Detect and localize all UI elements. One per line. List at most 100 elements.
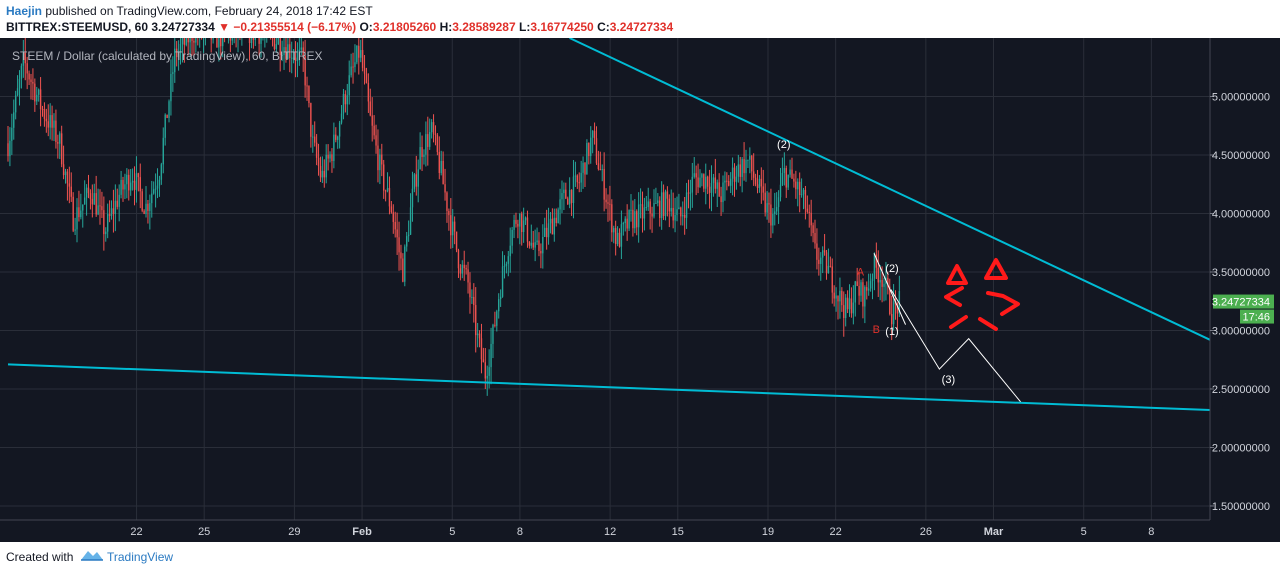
candle-body (11, 127, 13, 141)
projection-path[interactable] (890, 289, 1021, 403)
candle-body (643, 207, 646, 219)
projection[interactable] (873, 253, 1021, 403)
candle-body (651, 213, 653, 217)
candle-body (438, 152, 440, 173)
candle-body (701, 174, 703, 178)
candle-body (488, 367, 490, 376)
candle-body (476, 333, 479, 336)
candle-body (603, 169, 605, 200)
candle-body (14, 95, 17, 113)
high-value: 3.28589287 (452, 20, 516, 34)
candle-body (544, 227, 546, 237)
author-link[interactable]: Haejin (6, 4, 43, 18)
price-tick-label: 2.00000000 (1212, 442, 1270, 454)
candle-body (758, 178, 761, 188)
candle-body (248, 38, 251, 44)
candle-body (540, 251, 542, 254)
candle-body (678, 207, 680, 210)
time-tick-label: Feb (352, 526, 372, 538)
candle-body (350, 66, 352, 76)
candle-body (534, 242, 536, 248)
candle-body (683, 214, 686, 218)
candle-body (607, 202, 609, 204)
candle-body (331, 154, 333, 162)
candle-body (666, 191, 669, 199)
candle-body (812, 225, 814, 233)
candle-body (843, 305, 845, 319)
candle-body (572, 176, 575, 203)
candle-body (373, 125, 375, 136)
open-label: O: (359, 20, 373, 34)
candle-body (175, 48, 178, 58)
candle-body (189, 38, 191, 43)
candle-body (741, 159, 743, 177)
candle-body (787, 174, 789, 188)
candle-body (743, 159, 745, 174)
candles (7, 38, 901, 396)
candle-body (869, 281, 872, 289)
price-chart[interactable]: (2) (2) (1) (3) A B STEEM / Dollar (calculate… (0, 38, 1280, 542)
time-axis[interactable]: 22 25 29 Feb 5 8 12 15 19 22 26 Mar 5 8 (0, 519, 1280, 542)
upper-trendline[interactable] (569, 38, 1211, 341)
tradingview-logo-icon[interactable] (80, 547, 104, 563)
candle-body (250, 38, 253, 44)
candle-body (839, 290, 841, 302)
candle-body (212, 38, 214, 40)
lower-trendline[interactable] (7, 363, 1211, 412)
candle-body (66, 171, 69, 184)
candle-body (221, 38, 224, 47)
candle-body (26, 63, 28, 74)
candle-body (43, 109, 46, 119)
candle-body (78, 207, 80, 218)
wave-label: (1) (885, 326, 898, 338)
candle-body (220, 38, 222, 47)
candle-body (252, 38, 255, 40)
candle-body (210, 38, 212, 40)
candle-body (674, 214, 676, 221)
candle-body (823, 250, 826, 253)
candle-body (149, 203, 151, 211)
candle-body (290, 57, 293, 59)
candle-body (392, 212, 394, 222)
candle-body (881, 279, 883, 287)
wave-labels: (2) (2) (1) (3) A B (777, 139, 955, 386)
candle-body (492, 324, 494, 344)
candle-body (768, 203, 770, 205)
candle-body (450, 215, 452, 236)
candle-body (664, 191, 667, 216)
candle-body (749, 155, 751, 160)
chart-area[interactable]: (2) (2) (1) (3) A B STEEM / Dollar (calculate… (0, 38, 1280, 542)
candle-body (143, 210, 145, 214)
candle-body (367, 82, 370, 102)
candle-body (187, 38, 189, 43)
candle-body (365, 73, 368, 83)
candle-body (567, 198, 569, 205)
candle-body (419, 147, 421, 170)
candle-body (160, 164, 163, 180)
candle-body (57, 142, 59, 144)
candle-body (808, 211, 810, 213)
candle-body (170, 73, 172, 102)
trendlines[interactable] (7, 38, 1211, 412)
candle-body (641, 204, 644, 219)
candle-body (522, 220, 525, 233)
candle-body (231, 38, 233, 41)
candle-body (356, 45, 358, 63)
tradingview-brand[interactable]: TradingView (107, 550, 174, 564)
candle-body (105, 231, 107, 235)
candle-body (308, 86, 310, 104)
grid (0, 38, 1210, 520)
candle-body (797, 181, 799, 190)
candle-body (480, 338, 483, 360)
candle-body (99, 205, 101, 207)
candle-body (430, 122, 433, 133)
projection-pointer[interactable] (873, 253, 907, 325)
candle-body (890, 314, 893, 325)
candle-body (724, 180, 726, 183)
candle-body (611, 204, 613, 233)
candle-body (511, 229, 513, 246)
candle-body (774, 211, 776, 215)
candle-body (51, 115, 53, 128)
candle-body (108, 214, 111, 216)
price-axis[interactable]: 5.00000000 4.50000000 4.00000000 3.50000000… (1209, 38, 1280, 542)
